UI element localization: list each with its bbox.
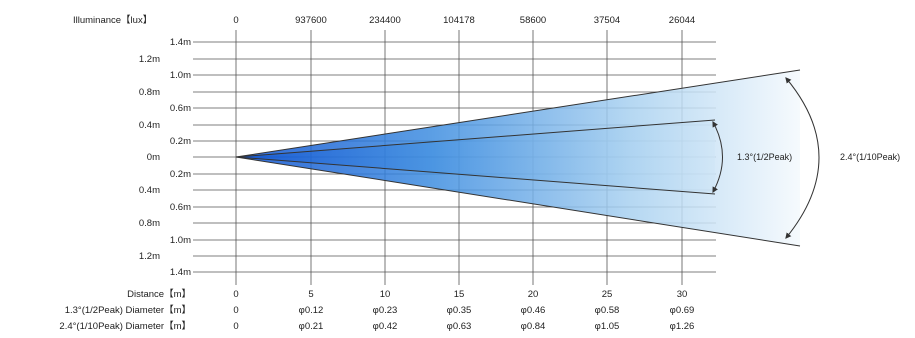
tenth-peak-angle-arc xyxy=(785,77,820,239)
half-peak-diameter-value: φ0.12 xyxy=(299,305,324,316)
radius-label: 1.2m xyxy=(139,54,160,65)
distance-value: 10 xyxy=(380,289,391,300)
distance-value: 5 xyxy=(308,289,313,300)
radius-label: 1.4m xyxy=(170,267,191,278)
radius-label: 0.6m xyxy=(170,103,191,114)
tenth-peak-diameter-value: φ0.63 xyxy=(447,321,472,332)
tenth-peak-diameter-value: φ0.21 xyxy=(299,321,324,332)
beam-outer-edge-bottom xyxy=(235,156,801,247)
radius-label: 0.2m xyxy=(170,136,191,147)
illuminance-value: 37504 xyxy=(594,15,620,26)
half-peak-angle-arc xyxy=(712,120,723,194)
half-peak-diameter-value: φ0.35 xyxy=(447,305,472,316)
radius-label: 0.2m xyxy=(170,169,191,180)
illuminance-value: 58600 xyxy=(520,15,546,26)
beam-inner-edge-bottom xyxy=(235,156,716,195)
radius-label: 0m xyxy=(147,152,160,163)
half-peak-diameter-value: φ0.23 xyxy=(373,305,398,316)
distance-value: 0 xyxy=(233,289,238,300)
half-peak-diameter-value: φ0.46 xyxy=(521,305,546,316)
tenth-peak-diameter-value: φ0.42 xyxy=(373,321,398,332)
distance-value: 15 xyxy=(454,289,465,300)
distance-row-label: Distance【m】 xyxy=(127,289,191,300)
distance-value: 30 xyxy=(677,289,688,300)
radius-label: 1.2m xyxy=(139,251,160,262)
illuminance-value: 0 xyxy=(233,15,238,26)
tenth-peak-angle-label: 2.4°(1/10Peak) xyxy=(840,152,900,162)
illuminance-value: 104178 xyxy=(443,15,475,26)
tenth-peak-diameter-row-label: 2.4°(1/10Peak) Diameter【m】 xyxy=(59,321,191,332)
radius-labels: 1.4m 1.2m 1.0m 0.8m 0.6m 0.4m 0.2m 0m 0.2m 0.4m 0.… xyxy=(139,37,191,278)
distance-value: 25 xyxy=(602,289,613,300)
distance-value: 20 xyxy=(528,289,539,300)
illuminance-value: 937600 xyxy=(295,15,327,26)
beam-outer-edge-top xyxy=(235,69,801,158)
illuminance-value: 234400 xyxy=(369,15,401,26)
radius-label: 1.0m xyxy=(170,70,191,81)
tenth-peak-diameter-value: φ1.05 xyxy=(595,321,620,332)
beam-inner-cone xyxy=(236,120,715,194)
half-peak-angle-label: 1.3°(1/2Peak) xyxy=(737,152,792,162)
half-peak-diameter-value: 0 xyxy=(233,305,238,316)
tenth-peak-diameter-value: φ1.26 xyxy=(670,321,695,332)
beam-inner-edge-top xyxy=(235,119,716,158)
radius-label: 0.8m xyxy=(139,87,160,98)
radius-label: 1.4m xyxy=(170,37,191,48)
half-peak-diameter-value: φ0.58 xyxy=(595,305,620,316)
illuminance-header-label: Illuminance【lux】 xyxy=(73,15,152,26)
tenth-peak-diameter-value: φ0.84 xyxy=(521,321,546,332)
half-peak-diameter-row-label: 1.3°(1/2Peak) Diameter【m】 xyxy=(65,305,191,316)
illuminance-value: 26044 xyxy=(669,15,695,26)
tenth-peak-diameter-value: 0 xyxy=(233,321,238,332)
radius-label: 0.8m xyxy=(139,218,160,229)
distance-table-values: 0 5 10 15 20 25 30 0 φ0.12 φ0.23 φ0.35 φ0.46 φ0.58 φ0… xyxy=(233,289,694,332)
radius-label: 0.6m xyxy=(170,202,191,213)
half-peak-diameter-value: φ0.69 xyxy=(670,305,695,316)
radius-label: 1.0m xyxy=(170,235,191,246)
radius-label: 0.4m xyxy=(139,185,160,196)
illuminance-values: 0 937600 234400 104178 58600 37504 26044 xyxy=(233,15,695,26)
radius-label: 0.4m xyxy=(139,120,160,131)
